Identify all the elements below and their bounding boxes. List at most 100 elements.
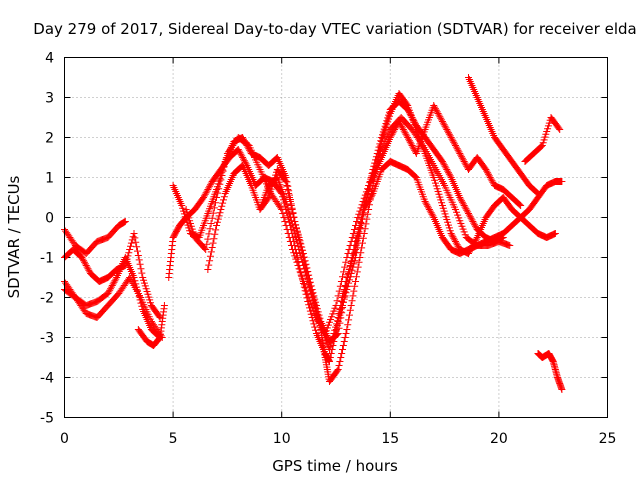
data-point — [365, 201, 373, 209]
data-point — [376, 140, 384, 148]
data-point — [405, 135, 413, 143]
data-point — [350, 287, 358, 295]
data-point — [355, 258, 363, 266]
data-point — [242, 160, 250, 168]
data-point — [451, 142, 459, 149]
data-point — [291, 230, 299, 237]
data-point — [372, 153, 380, 161]
data-point — [447, 230, 455, 237]
data-point — [130, 274, 138, 281]
data-point — [340, 286, 348, 293]
data-point — [203, 187, 211, 195]
data-point — [375, 143, 383, 151]
data-point — [340, 338, 348, 345]
data-point — [288, 220, 296, 228]
data-point — [434, 110, 442, 117]
data-point — [297, 252, 305, 260]
data-point — [482, 166, 490, 173]
data-point — [452, 143, 460, 151]
data-point — [442, 164, 450, 172]
data-point — [358, 215, 366, 223]
data-point — [438, 116, 446, 124]
data-point — [403, 132, 411, 140]
data-point — [338, 350, 346, 357]
data-point — [449, 137, 457, 145]
data-point — [208, 214, 216, 222]
data-point — [82, 262, 90, 269]
data-point — [360, 230, 368, 237]
data-point — [126, 246, 134, 253]
series-track-4 — [61, 254, 164, 341]
y-axis-label: SDTVAR / TECUs — [5, 175, 23, 298]
data-point — [312, 326, 320, 334]
series-track-8 — [182, 114, 514, 337]
data-point — [138, 269, 146, 277]
data-point — [483, 167, 491, 175]
data-point — [352, 241, 360, 249]
data-point — [406, 138, 414, 146]
data-point — [352, 273, 360, 281]
data-point — [303, 274, 311, 282]
data-point — [240, 157, 248, 165]
data-point — [347, 302, 355, 309]
data-point — [218, 202, 226, 210]
data-point — [133, 247, 141, 255]
data-point — [445, 129, 453, 137]
data-point — [431, 103, 439, 111]
x-tick-label: 20 — [490, 431, 508, 447]
data-point — [325, 346, 333, 353]
data-point — [556, 126, 564, 133]
data-point — [329, 333, 337, 341]
data-point — [448, 135, 456, 143]
data-point — [400, 127, 408, 135]
data-point — [209, 209, 217, 217]
data-point — [333, 317, 341, 325]
data-point — [334, 314, 342, 321]
data-point — [423, 201, 431, 209]
data-point — [458, 198, 466, 206]
data-point — [374, 146, 382, 154]
data-point — [339, 342, 347, 349]
data-point — [204, 235, 212, 243]
y-tick-label: 0 — [45, 211, 54, 227]
data-point — [284, 230, 292, 237]
x-tick-label: 10 — [273, 431, 291, 447]
data-point — [234, 146, 242, 153]
data-point — [361, 225, 369, 233]
data-point — [279, 210, 287, 217]
data-point — [533, 189, 541, 197]
data-point — [106, 286, 114, 294]
data-point — [327, 339, 335, 347]
data-point — [235, 147, 243, 155]
y-tick-label: -5 — [40, 411, 54, 427]
data-point — [209, 239, 217, 247]
data-point — [290, 226, 298, 234]
data-point — [215, 212, 223, 220]
data-point — [453, 145, 461, 153]
data-point — [304, 278, 312, 285]
data-point — [339, 290, 347, 297]
data-point — [206, 252, 214, 260]
data-point — [464, 250, 472, 257]
data-point — [391, 126, 399, 133]
data-point — [220, 163, 228, 171]
data-point — [445, 169, 453, 177]
data-point — [532, 188, 540, 196]
data-point — [359, 206, 367, 214]
data-point — [401, 129, 409, 137]
data-point — [425, 204, 433, 212]
y-tick-label: -1 — [40, 251, 54, 267]
data-point — [349, 292, 357, 300]
data-point — [210, 235, 218, 243]
data-point — [306, 287, 314, 295]
data-point — [283, 182, 291, 189]
data-point — [130, 230, 138, 237]
data-point — [215, 185, 223, 193]
data-point — [135, 293, 143, 301]
data-point — [359, 234, 367, 242]
data-point — [358, 239, 366, 247]
data-point — [131, 234, 139, 242]
data-point — [296, 249, 304, 257]
data-point — [213, 218, 221, 226]
data-point — [286, 238, 294, 245]
